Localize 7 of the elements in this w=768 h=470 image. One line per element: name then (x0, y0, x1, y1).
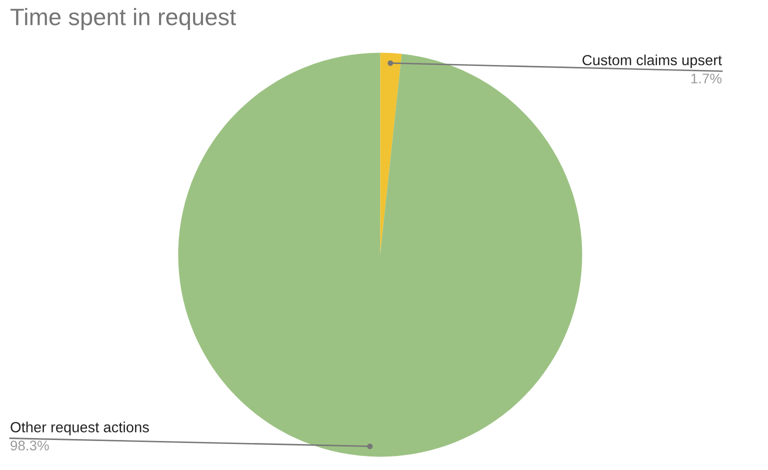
data-label: 98.3% (10, 440, 49, 450)
slice-label: Custom claims upsert (582, 54, 722, 68)
pie-slice (178, 52, 582, 457)
slice-label: Other request actions (10, 422, 149, 436)
chart-title: Time spent in request (10, 8, 236, 30)
data-label: 1.7% (691, 74, 722, 84)
pie-slice (380, 52, 402, 255)
